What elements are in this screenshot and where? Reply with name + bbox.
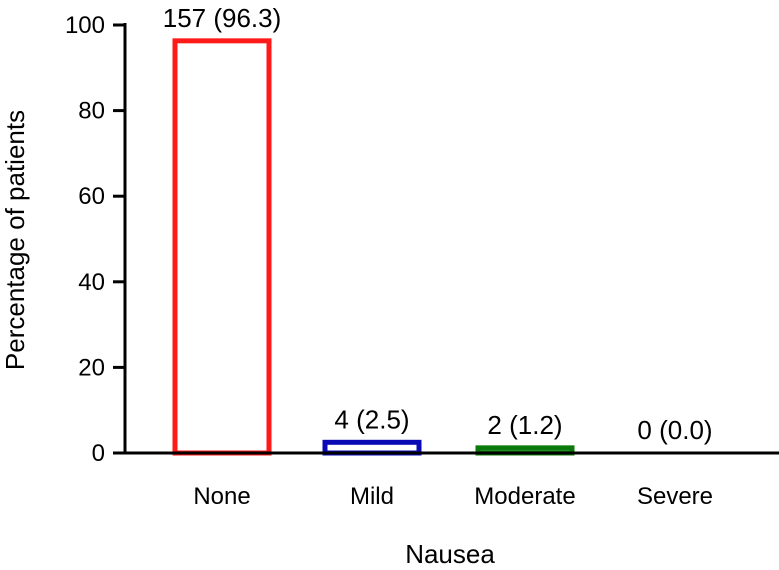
y-ticks-group: 0 20 40 60 80 100 (65, 12, 125, 467)
bar-mild (322, 439, 422, 456)
bars-group (172, 38, 575, 456)
x-ticks-group: None Mild Moderate Severe (193, 483, 713, 510)
data-label: 157 (96.3) (163, 3, 282, 33)
data-label: 0 (0.0) (637, 415, 712, 445)
y-axis-title: Percentage of patients (0, 110, 30, 370)
x-tick-label: None (193, 483, 250, 510)
y-tick-label: 0 (92, 440, 105, 467)
data-labels-group: 157 (96.3) 4 (2.5) 2 (1.2) 0 (0.0) (163, 3, 713, 445)
data-label: 4 (2.5) (334, 404, 409, 434)
y-tick-label: 20 (78, 354, 105, 381)
y-tick-label: 40 (78, 269, 105, 296)
y-tick-label: 80 (78, 98, 105, 125)
x-tick-label: Severe (637, 483, 713, 510)
x-axis-title: Nausea (405, 539, 495, 569)
bar-none (172, 38, 272, 456)
x-tick-label: Mild (350, 483, 394, 510)
y-tick-label: 100 (65, 12, 105, 39)
y-tick-label: 60 (78, 183, 105, 210)
data-label: 2 (1.2) (487, 410, 562, 440)
x-tick-label: Moderate (474, 483, 575, 510)
